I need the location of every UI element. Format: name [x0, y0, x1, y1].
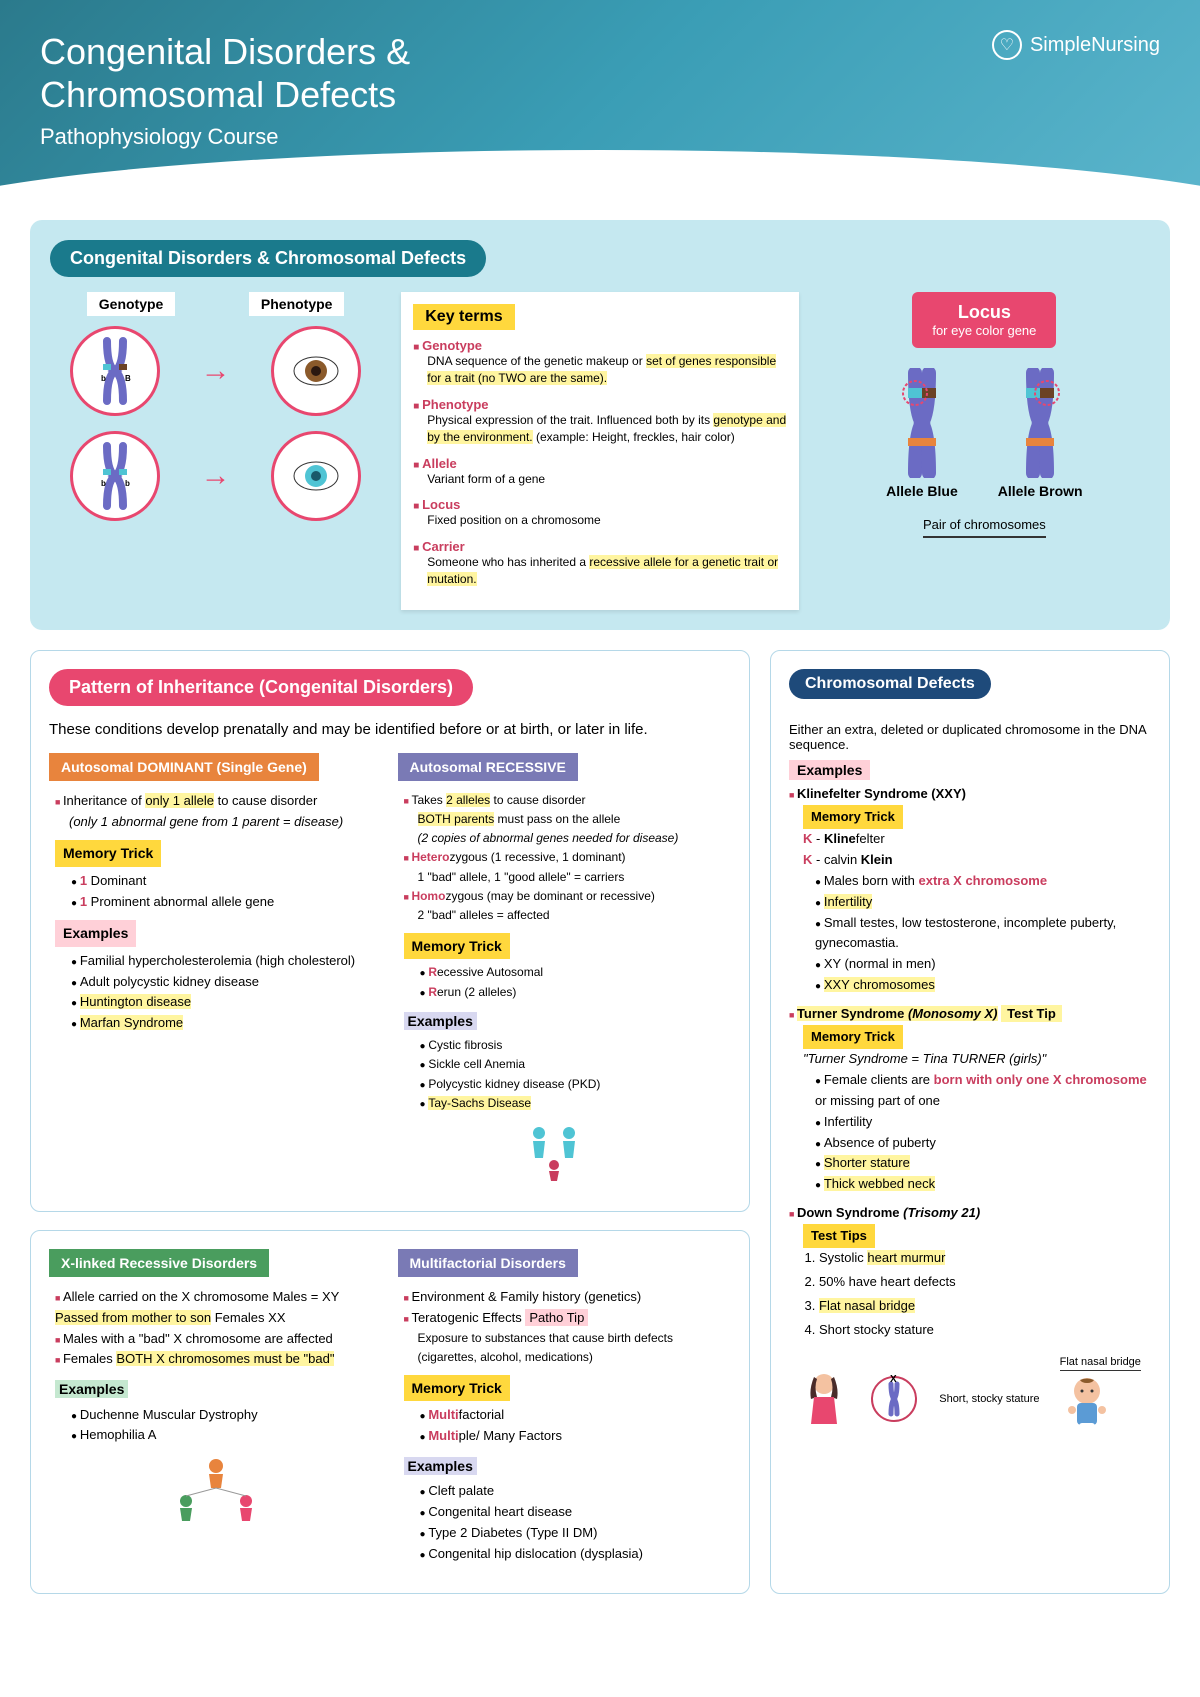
xlinked-card: X-linked Recessive Disorders Allele carr… — [49, 1249, 383, 1575]
chromosome-bB-icon: bB — [70, 326, 160, 416]
defects-intro: Either an extra, deleted or duplicated c… — [789, 722, 1151, 752]
brown-eye-icon — [271, 326, 361, 416]
svg-text:b: b — [101, 374, 106, 383]
key-terms-box: Key terms GenotypeDNA sequence of the ge… — [401, 292, 799, 609]
arrow-icon: → — [201, 459, 231, 493]
key-term: GenotypeDNA sequence of the genetic make… — [413, 338, 787, 387]
arrow-icon: → — [201, 354, 231, 388]
page-subtitle: Pathophysiology Course — [40, 124, 1160, 150]
key-term: PhenotypePhysical expression of the trai… — [413, 397, 787, 446]
recessive-card: Autosomal RECESSIVE Takes 2 alleles to c… — [398, 753, 732, 1193]
inheritance-intro: These conditions develop prenatally and … — [49, 721, 731, 738]
pair-label: Pair of chromosomes — [923, 517, 1046, 538]
baby-icon — [1060, 1375, 1115, 1440]
section-pill-top: Congenital Disorders & Chromosomal Defec… — [50, 240, 486, 277]
svg-text:b: b — [125, 479, 130, 488]
key-term: LocusFixed position on a chromosome — [413, 497, 787, 529]
page-header: Congenital Disorders &Chromosomal Defect… — [0, 0, 1200, 200]
defects-pill: Chromosomal Defects — [789, 669, 991, 699]
genotype-phenotype-diagram: Genotype Phenotype bB → bb → — [50, 292, 381, 609]
key-terms-title: Key terms — [413, 304, 514, 330]
genotype-label: Genotype — [87, 292, 176, 316]
multi-header: Multifactorial Disorders — [398, 1249, 578, 1277]
key-term: AlleleVariant form of a gene — [413, 456, 787, 488]
key-term: CarrierSomeone who has inherited a reces… — [413, 539, 787, 588]
allele-blue-label: Allele Blue — [886, 483, 958, 499]
x-chromosome-icon: X — [869, 1374, 919, 1424]
dominant-card: Autosomal DOMINANT (Single Gene) Inherit… — [49, 753, 383, 1193]
svg-text:B: B — [125, 374, 131, 383]
defects-panel: Chromosomal Defects Either an extra, del… — [770, 650, 1170, 1594]
allele-brown-label: Allele Brown — [998, 483, 1083, 499]
xlinked-header: X-linked Recessive Disorders — [49, 1249, 269, 1277]
multi-card: Multifactorial Disorders Environment & F… — [398, 1249, 732, 1575]
svg-text:b: b — [101, 479, 106, 488]
inheritance-pill: Pattern of Inheritance (Congenital Disor… — [49, 669, 473, 706]
svg-text:X: X — [890, 1374, 897, 1385]
second-panel: X-linked Recessive Disorders Allele carr… — [30, 1230, 750, 1594]
xlinked-family-icon — [55, 1456, 377, 1526]
blue-eye-icon — [271, 431, 361, 521]
dominant-header: Autosomal DOMINANT (Single Gene) — [49, 753, 319, 781]
chromosome-bb-icon: bb — [70, 431, 160, 521]
brand-logo: ♡ SimpleNursing — [992, 30, 1160, 60]
defects-illustration: X Short, stocky stature Flat nasal bridg… — [789, 1356, 1151, 1443]
top-section: Congenital Disorders & Chromosomal Defec… — [30, 220, 1170, 629]
inheritance-panel: Pattern of Inheritance (Congenital Disor… — [30, 650, 750, 1212]
phenotype-label: Phenotype — [249, 292, 345, 316]
recessive-family-icon — [404, 1123, 726, 1183]
left-column: Pattern of Inheritance (Congenital Disor… — [30, 650, 750, 1612]
girl-icon — [799, 1369, 849, 1429]
locus-diagram: Locus for eye color gene Allele Blue All… — [819, 292, 1150, 609]
recessive-header: Autosomal RECESSIVE — [398, 753, 578, 781]
heart-icon: ♡ — [992, 30, 1022, 60]
locus-badge: Locus for eye color gene — [912, 292, 1056, 348]
